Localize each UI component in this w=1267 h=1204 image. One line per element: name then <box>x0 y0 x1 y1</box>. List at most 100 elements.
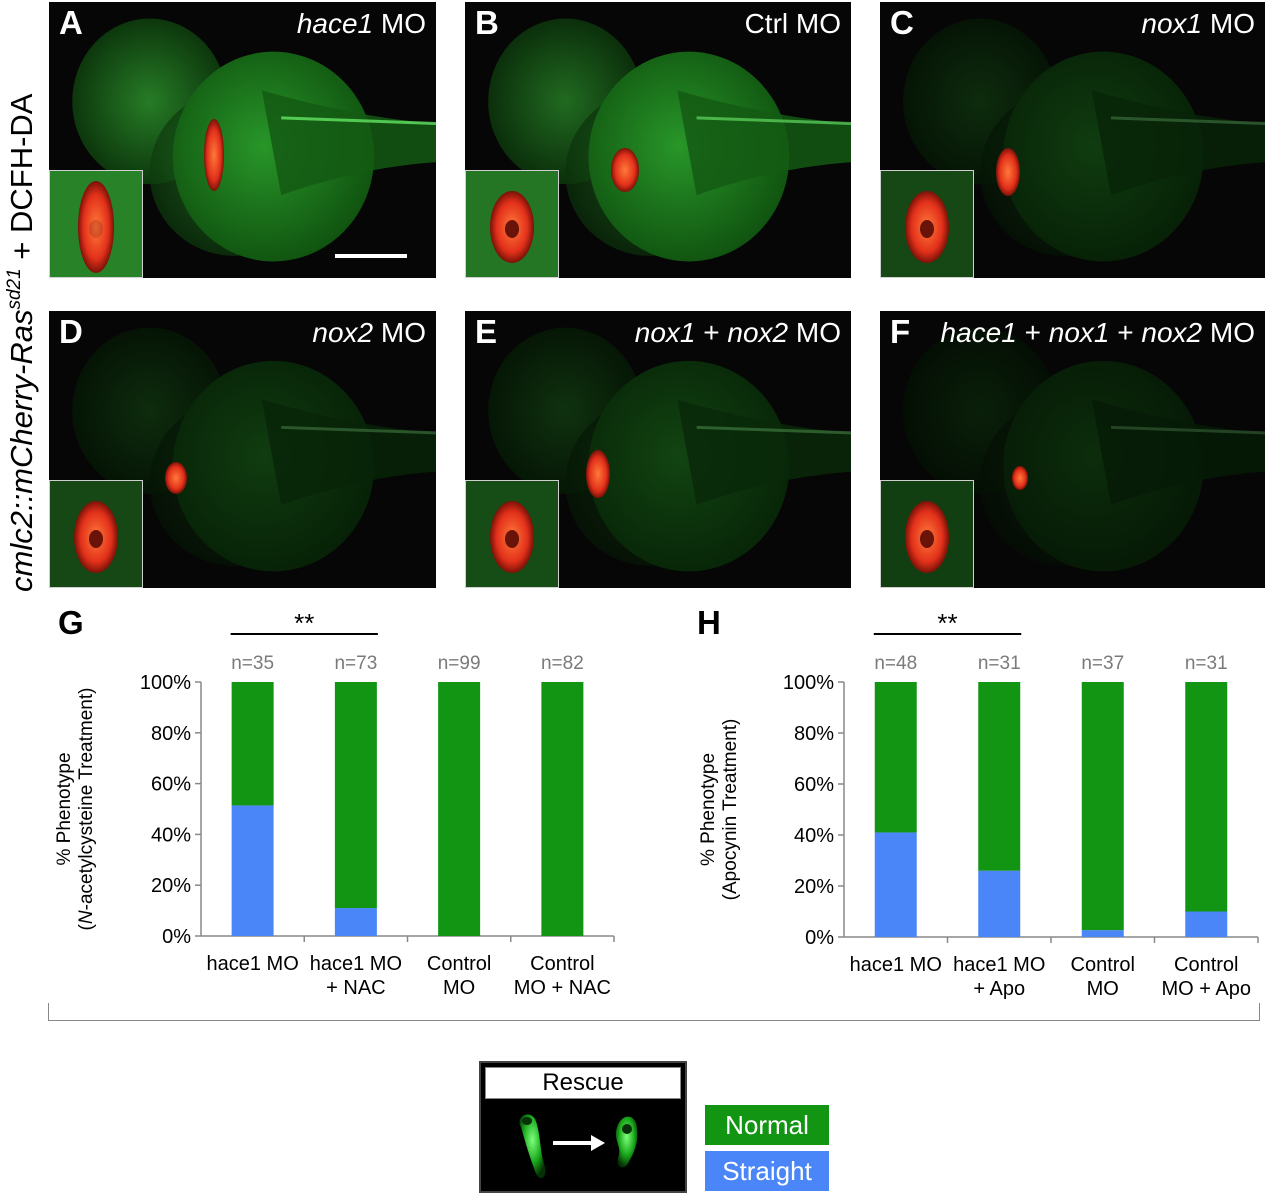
panel-letter: F <box>890 313 911 350</box>
bar-normal <box>334 682 377 909</box>
y-axis-label-line2: (N-acetylcysteine Treatment) <box>76 688 97 931</box>
category-label: Control <box>1174 954 1238 976</box>
y-tick-label: 100% <box>783 672 834 694</box>
bar-straight <box>1081 930 1124 937</box>
category-label: MO <box>443 977 475 999</box>
n-label: n=48 <box>874 653 917 674</box>
y-tick-label: 80% <box>794 723 834 745</box>
y-axis-label: % Phenotype <box>698 753 719 866</box>
n-label: n=73 <box>334 653 377 674</box>
bar-straight <box>978 870 1021 937</box>
panel-title: Ctrl MO <box>744 8 841 39</box>
panel-letter: D <box>59 313 83 350</box>
bar-straight <box>231 805 274 936</box>
y-tick-label: 0% <box>162 926 191 948</box>
panel-letter: E <box>475 313 498 350</box>
y-tick-label: 80% <box>151 723 191 745</box>
n-label: n=99 <box>438 653 481 674</box>
heart-inset-c <box>880 170 974 278</box>
legend-normal: Normal <box>705 1105 829 1145</box>
panel-letter: B <box>475 4 499 41</box>
heart-inset-f <box>880 480 974 588</box>
heart-inset-a <box>49 170 143 278</box>
category-label: Control <box>427 953 491 975</box>
panel-title: nox1 MO <box>1141 8 1255 39</box>
y-tick-label: 100% <box>140 672 191 694</box>
charts-bracket <box>48 1003 1260 1021</box>
bar-normal <box>438 682 481 936</box>
category-label: hace1 MO <box>206 953 298 975</box>
bar-normal <box>1081 682 1124 931</box>
rescue-title: Rescue <box>485 1067 681 1099</box>
n-label: n=37 <box>1081 653 1124 674</box>
chart-g-label: G <box>58 604 84 641</box>
figure-side-label: cmlc2::mCherry-Rassd21 + DCFH-DA <box>0 0 40 600</box>
panel-title: nox1 + nox2 MO <box>634 317 841 348</box>
category-label: MO + NAC <box>514 977 611 999</box>
significance-marker: ** <box>294 608 314 638</box>
y-axis-label: % Phenotype <box>54 752 75 865</box>
svg-text:cmlc2::mCherry-Rassd21 + DCFH-: cmlc2::mCherry-Rassd21 + DCFH-DA <box>4 93 39 592</box>
n-label: n=35 <box>231 653 274 674</box>
panel-letter: A <box>59 4 83 41</box>
bar-straight <box>874 832 917 937</box>
panel-letter: C <box>890 4 914 41</box>
significance-marker: ** <box>937 608 957 638</box>
heart-inset-b <box>465 170 559 278</box>
y-tick-label: 60% <box>794 774 834 796</box>
category-label: hace1 MO <box>310 953 402 975</box>
bar-normal <box>874 682 917 833</box>
panel-title: hace1 + nox1 + nox2 MO <box>940 317 1255 348</box>
bar-straight <box>334 908 377 936</box>
y-tick-label: 60% <box>151 774 191 796</box>
panel-title: hace1 MO <box>296 8 426 39</box>
n-label: n=82 <box>541 653 584 674</box>
embryo-image <box>72 327 436 572</box>
bar-normal <box>231 682 274 806</box>
bar-normal <box>541 682 584 936</box>
y-tick-label: 40% <box>794 825 834 847</box>
y-tick-label: 40% <box>151 824 191 846</box>
y-tick-label: 20% <box>151 875 191 897</box>
category-label: + Apo <box>973 978 1025 1000</box>
category-label: MO <box>1087 978 1119 1000</box>
figure-label-suffix: + DCFH-DA <box>4 93 39 268</box>
embryo-image <box>903 327 1265 572</box>
n-label: n=31 <box>978 653 1021 674</box>
y-tick-label: 20% <box>794 876 834 898</box>
embryo-image <box>488 18 851 262</box>
chart-h-label: H <box>697 604 721 641</box>
legend-straight: Straight <box>705 1151 829 1191</box>
figure-label-prefix: cmlc2::mCherry-Ras <box>4 310 39 592</box>
heart-inset-e <box>465 480 559 588</box>
micrograph-panel-b: B Ctrl MO <box>465 2 851 278</box>
embryo-image <box>903 18 1265 262</box>
embryo-image <box>72 18 436 262</box>
bar-straight <box>1185 911 1228 937</box>
rescue-heart-icon <box>519 1114 638 1179</box>
y-tick-label: 0% <box>805 927 834 949</box>
embryo-image <box>488 327 851 572</box>
figure-label-superscript: sd21 <box>4 268 25 309</box>
chart-h: 0% 20% 40% 60% 80% 100% n=48 hace1 MO n=31 hace1 … <box>698 608 1259 1000</box>
category-label: MO + Apo <box>1162 978 1252 1000</box>
category-label: hace1 MO <box>850 954 942 976</box>
category-label: Control <box>530 953 594 975</box>
heart-inset-d <box>49 480 143 588</box>
n-label: n=31 <box>1185 653 1228 674</box>
bar-normal <box>1185 682 1228 912</box>
rescue-legend: Rescue <box>479 1061 687 1193</box>
scale-bar <box>335 254 407 258</box>
y-axis-label-line2: (Apocynin Treatment) <box>720 719 741 901</box>
category-label: Control <box>1071 954 1135 976</box>
category-label: hace1 MO <box>953 954 1045 976</box>
panel-title: nox2 MO <box>312 317 426 348</box>
chart-g: 0% 20% 40% 60% 80% 100% n=35 hace1 MO n=73 hace1 … <box>0 0 640 1010</box>
category-label: + NAC <box>326 977 385 999</box>
bar-normal <box>978 682 1021 871</box>
